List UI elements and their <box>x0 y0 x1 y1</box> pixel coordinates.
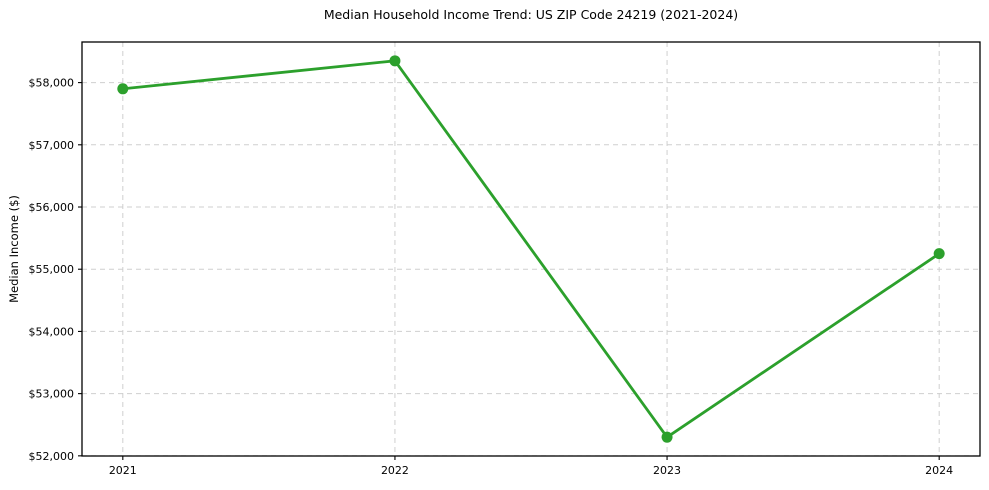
y-tick-label: $56,000 <box>29 201 75 214</box>
data-point-2021 <box>117 83 129 95</box>
x-tick-label: 2023 <box>653 464 681 477</box>
y-tick-label: $57,000 <box>29 139 75 152</box>
x-tick-label: 2021 <box>109 464 137 477</box>
data-point-2023 <box>661 431 673 443</box>
x-tick-label: 2022 <box>381 464 409 477</box>
y-tick-label: $54,000 <box>29 325 75 338</box>
chart-title: Median Household Income Trend: US ZIP Co… <box>323 7 739 22</box>
data-point-2022 <box>389 55 401 67</box>
y-tick-label: $52,000 <box>29 450 75 463</box>
data-line <box>121 59 941 439</box>
plot-border <box>81 41 981 457</box>
y-tick-label: $58,000 <box>29 77 75 90</box>
data-point-2024 <box>933 248 945 260</box>
y-tick-label: $55,000 <box>29 263 75 276</box>
y-tick-label: $53,000 <box>29 388 75 401</box>
x-tick-label: 2024 <box>925 464 953 477</box>
